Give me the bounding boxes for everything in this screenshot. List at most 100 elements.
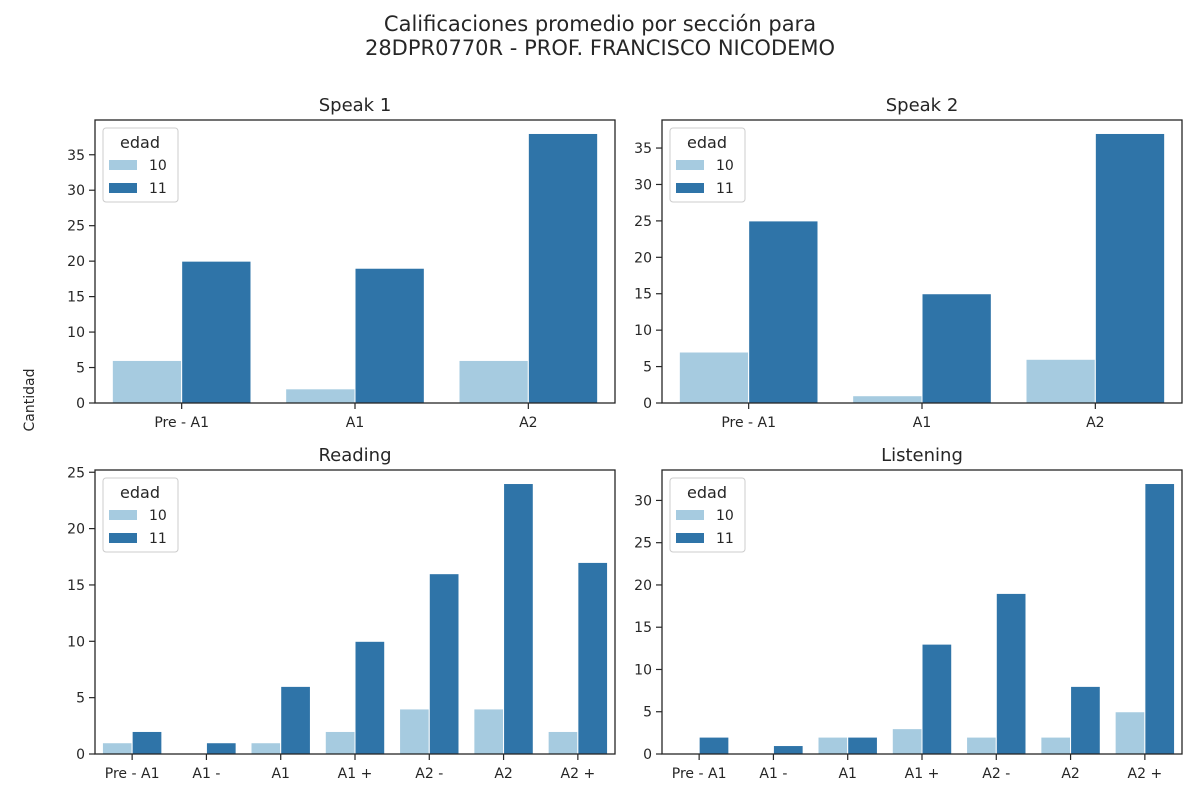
bar-A2-edad-10 [473,708,505,755]
bar-Pre-A1-edad-11 [181,260,252,404]
chart-panel-3: 0 5 10 15 20 25 Pre - A1 A1 - A1 A1 + A2 - A2 A2 + Re… [67,445,616,782]
chart-panel-4: 0 5 10 15 20 25 30 Pre - A1 A1 - A1 A1 + A2 - A2 A2 +… [634,445,1183,782]
y-tick-label: 0 [643,396,652,412]
x-tick-label: A1 [346,415,364,431]
x-tick-label: A1 [271,766,289,782]
legend-swatch-11 [109,183,137,193]
y-tick-label: 20 [67,522,85,538]
x-tick-label: A2 - [415,766,443,782]
bar-A2+-edad-10 [547,730,579,755]
y-tick-label: 35 [634,141,652,157]
x-tick-label: Pre - A1 [154,415,209,431]
x-tick-label: A2 [1061,766,1079,782]
y-tick-label: 10 [67,325,85,341]
y-tick-label: 25 [67,219,85,235]
y-tick-label: 5 [76,691,85,707]
y-tick-label: 10 [634,662,652,678]
y-tick-label: 25 [634,536,652,552]
legend-swatch-10 [676,160,704,170]
y-tick-label: 20 [67,254,85,270]
y-tick-label: 0 [76,396,85,412]
y-tick-label: 5 [643,360,652,376]
bar-A1+-edad-11 [354,640,386,755]
legend-title: edad [687,483,727,502]
legend-swatch-11 [676,533,704,543]
x-tick-label: A1 [913,415,931,431]
legend-title: edad [120,133,160,152]
bar-A1+-edad-11 [921,643,953,755]
y-tick-label: 30 [634,493,652,509]
legend-label-11: 11 [149,181,167,197]
bar-A2--edad-10 [399,708,430,755]
bar-A2-edad-11 [503,483,534,755]
x-tick-label: A2 [519,415,537,431]
bar-A1-edad-11 [921,293,992,404]
chart-panel-1: 0 5 10 15 20 25 30 35 Pre - A1 A1 A2 Speak 1 edad 10 1… [67,95,616,431]
bar-Pre-A1-edad-10 [678,351,750,404]
bar-Pre-A1-edad-11 [748,220,819,404]
y-tick-label: 30 [634,177,652,193]
legend-label-10: 10 [149,508,167,524]
y-tick-label: 5 [643,705,652,721]
chart-title: Listening [881,445,963,466]
y-tick-label: 5 [76,361,85,377]
figure-title: Calificaciones promedio por sección para… [0,12,1200,60]
legend-swatch-11 [109,533,137,543]
bar-A2--edad-10 [966,736,997,755]
x-tick-label: A1 [838,766,856,782]
bar-A2-edad-10 [1025,358,1096,404]
chart-panel-2: 0 5 10 15 20 25 30 35 Pre - A1 A1 A2 Speak 2 edad 10 1… [634,95,1183,431]
legend: edad 10 11 [102,477,179,553]
x-tick-label: A2 + [1128,766,1163,782]
legend-swatch-10 [109,160,137,170]
y-tick-label: 0 [643,747,652,763]
bar-A1+-edad-10 [324,730,356,755]
bar-A2+-edad-11 [577,561,609,755]
x-tick-label: Pre - A1 [105,766,160,782]
bar-A1+-edad-10 [891,728,923,755]
figure-title-line-1: Calificaciones promedio por sección para [383,12,817,36]
x-tick-label: Pre - A1 [721,415,776,431]
bar-A1--edad-11 [205,742,237,755]
y-tick-label: 20 [634,250,652,266]
bar-A2-edad-10 [458,359,529,404]
x-tick-label: A1 - [759,766,787,782]
chart-title: Reading [318,445,391,466]
bar-A2+-edad-11 [1144,483,1176,755]
y-tick-label: 30 [67,183,85,199]
bar-A1-edad-11 [354,267,425,404]
chart-title: Speak 1 [319,95,392,116]
x-tick-label: A1 - [192,766,220,782]
legend-title: edad [120,483,160,502]
y-tick-label: 15 [67,290,85,306]
y-tick-label: 20 [634,578,652,594]
y-tick-label: 0 [76,747,85,763]
bar-A2-edad-10 [1040,736,1072,755]
bar-A1-edad-11 [847,736,878,755]
bar-A2-edad-11 [1070,685,1101,755]
bar-Pre-A1-edad-10 [101,742,133,755]
bar-A2--edad-11 [428,573,460,755]
bar-A2--edad-11 [995,592,1027,755]
y-tick-label: 15 [634,287,652,303]
x-tick-label: A2 [1086,415,1104,431]
y-tick-label: 15 [634,620,652,636]
y-tick-label: 15 [67,578,85,594]
bar-A1-edad-10 [817,736,849,755]
legend: edad 10 11 [669,127,746,203]
y-tick-label: 25 [634,214,652,230]
legend: edad 10 11 [669,477,746,553]
x-tick-label: A2 [494,766,512,782]
y-tick-label: 35 [67,148,85,164]
bar-A1-edad-11 [280,685,311,755]
legend-label-11: 11 [716,531,734,547]
bar-Pre-A1-edad-11 [698,736,730,755]
legend-label-11: 11 [716,181,734,197]
bar-A1--edad-11 [772,745,804,755]
legend-label-10: 10 [716,158,734,174]
bar-A2-edad-11 [1094,132,1166,404]
bar-A1-edad-10 [250,742,282,755]
legend-swatch-10 [676,510,704,520]
bar-A2+-edad-10 [1114,711,1146,755]
